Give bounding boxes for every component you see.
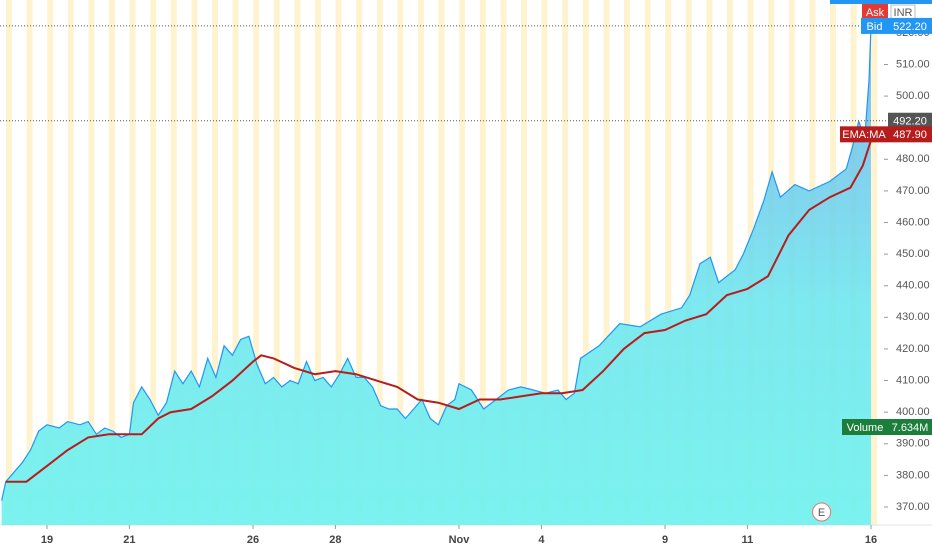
x-tick-label: 11 [742, 534, 754, 546]
stripe [253, 0, 260, 525]
volume-value-box [888, 419, 932, 435]
x-tick-label: 26 [247, 534, 259, 546]
y-tick-label: 470.00 [896, 185, 930, 197]
stripe [582, 0, 589, 525]
y-tick-label: 430.00 [896, 311, 930, 323]
stripe [356, 0, 363, 525]
y-tick-label: 370.00 [896, 501, 930, 513]
stripe [438, 0, 445, 525]
price-label-value: 492.20 [893, 116, 927, 128]
event-marker: E [818, 507, 825, 519]
x-tick-label: 9 [662, 534, 668, 546]
stripe [88, 0, 95, 525]
stripe [273, 0, 280, 525]
ema-line [5, 139, 872, 483]
stripe [685, 0, 692, 525]
y-tick-label: 480.00 [896, 153, 930, 165]
stripe [871, 0, 878, 525]
x-tick-label: 28 [329, 534, 341, 546]
stripe [541, 0, 548, 525]
y-tick-label: 390.00 [896, 438, 930, 450]
stripe [47, 0, 54, 525]
stripe [335, 0, 342, 525]
stripe [129, 0, 136, 525]
stripe [521, 0, 527, 525]
y-tick-label: 410.00 [896, 374, 930, 386]
price-label-name: Bid [867, 21, 883, 33]
stripe [562, 0, 569, 525]
price-area [1, 26, 872, 525]
ask-box [862, 4, 888, 21]
ask-label: Ask [866, 7, 885, 19]
price-line [1, 26, 872, 501]
price-label-name-box [840, 126, 888, 143]
stripe [315, 0, 321, 525]
volume-name-box [842, 419, 888, 435]
stripe [644, 0, 651, 525]
stripe [294, 0, 301, 525]
x-tick-label: 19 [41, 534, 53, 546]
price-label-box [888, 112, 932, 129]
price-label-box [888, 126, 932, 143]
stripe [603, 0, 610, 525]
stripe [459, 0, 466, 525]
stripe [397, 0, 404, 525]
currency-label: INR [894, 7, 913, 19]
y-tick-label: 400.00 [896, 406, 930, 418]
price-label-box [888, 17, 932, 34]
x-tick-label: 4 [538, 534, 545, 546]
y-tick-label: 510.00 [896, 58, 930, 70]
stripe [6, 0, 12, 525]
x-tick-label: 16 [865, 534, 877, 546]
stripe [500, 0, 507, 525]
stripe [170, 0, 177, 525]
stripe [232, 0, 239, 525]
volume-name: Volume [847, 422, 884, 434]
y-tick-label: 460.00 [896, 216, 930, 228]
stripe [479, 0, 486, 525]
stripe [109, 0, 115, 525]
top-bar [830, 0, 932, 4]
stripe [727, 0, 733, 525]
y-tick-label: 420.00 [896, 343, 930, 355]
stripe [665, 0, 672, 525]
stripe [26, 0, 33, 525]
y-tick-label: 380.00 [896, 469, 930, 481]
price-label-value: 522.20 [893, 21, 927, 33]
stripe [376, 0, 383, 525]
stripe [150, 0, 157, 525]
y-tick-label: 450.00 [896, 248, 930, 260]
event-marker-circle [812, 502, 832, 522]
stripe [418, 0, 424, 525]
stripe [191, 0, 198, 525]
x-tick-label: 21 [123, 534, 135, 546]
price-label-value: 487.90 [893, 129, 927, 141]
y-tick-label: 500.00 [896, 90, 930, 102]
stripe [624, 0, 630, 525]
volume-value: 7.634M [892, 422, 929, 434]
stripe [212, 0, 218, 525]
x-tick-label: Nov [449, 534, 471, 546]
y-tick-label: 440.00 [896, 280, 930, 292]
stripe [67, 0, 74, 525]
price-label-name: EMA:MA [842, 129, 886, 141]
price-label-name-box [861, 17, 888, 34]
